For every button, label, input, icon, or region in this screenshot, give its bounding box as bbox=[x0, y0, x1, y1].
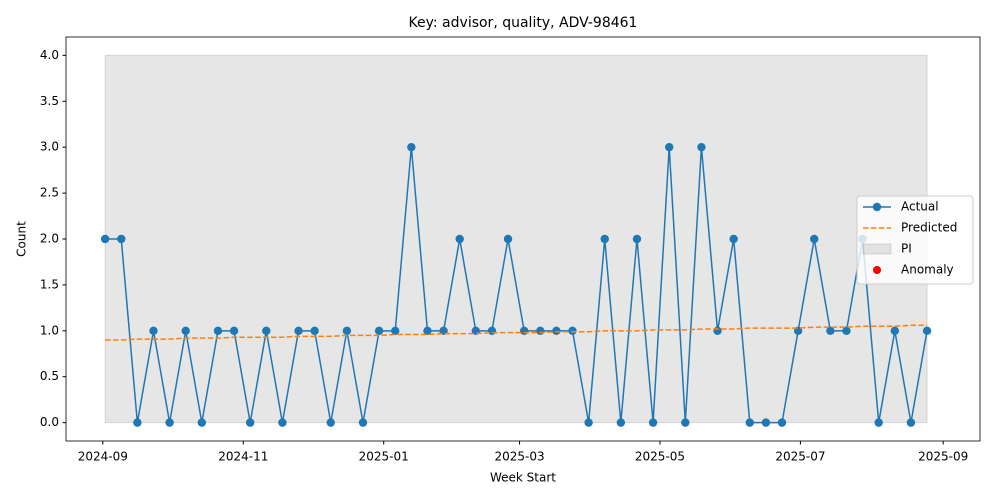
y-tick-label: 2.5 bbox=[40, 186, 59, 200]
actual-point bbox=[681, 418, 690, 427]
actual-point bbox=[197, 418, 207, 427]
actual-point bbox=[455, 234, 464, 244]
actual-point bbox=[310, 326, 319, 336]
actual-point bbox=[697, 142, 706, 152]
actual-point bbox=[229, 326, 239, 336]
actual-point bbox=[149, 326, 158, 336]
prediction-interval bbox=[104, 54, 928, 424]
actual-point bbox=[777, 418, 787, 427]
actual-point bbox=[245, 418, 255, 427]
actual-point bbox=[648, 418, 658, 427]
actual-point bbox=[761, 418, 771, 427]
actual-point bbox=[391, 326, 400, 336]
y-tick-label: 1.5 bbox=[40, 277, 59, 291]
actual-point bbox=[826, 326, 835, 336]
actual-point bbox=[632, 234, 642, 244]
x-axis-label: Week Start bbox=[490, 471, 556, 485]
actual-point bbox=[519, 326, 529, 336]
actual-point bbox=[810, 234, 819, 244]
actual-point bbox=[423, 326, 432, 336]
actual-point bbox=[487, 326, 497, 336]
actual-point bbox=[600, 234, 609, 244]
actual-point bbox=[616, 418, 626, 427]
actual-point bbox=[374, 326, 384, 336]
plot-area bbox=[100, 54, 932, 427]
x-tick-label: 2024-11 bbox=[218, 450, 268, 464]
x-tick-label: 2024-09 bbox=[78, 450, 128, 464]
x-tick-label: 2025-07 bbox=[775, 450, 825, 464]
actual-line bbox=[105, 147, 928, 424]
actual-point bbox=[664, 142, 674, 152]
actual-point bbox=[407, 142, 416, 152]
chart-title: Key: advisor, quality, ADV-98461 bbox=[409, 15, 638, 31]
actual-point bbox=[842, 326, 851, 336]
x-tick-label: 2025-03 bbox=[494, 450, 544, 464]
actual-point bbox=[568, 326, 577, 336]
x-tick-label: 2025-01 bbox=[359, 450, 409, 464]
actual-point bbox=[713, 326, 722, 336]
actual-point bbox=[552, 326, 561, 336]
actual-point bbox=[745, 418, 754, 427]
actual-point bbox=[326, 418, 335, 427]
y-tick-label: 0.0 bbox=[40, 415, 59, 429]
legend: Actual Predicted PI Anomaly bbox=[856, 195, 974, 285]
y-tick-label: 3.5 bbox=[40, 94, 59, 108]
y-tick-label: 0.5 bbox=[40, 369, 59, 383]
actual-point bbox=[874, 418, 883, 427]
actual-point bbox=[181, 326, 190, 336]
legend-marker bbox=[873, 266, 881, 274]
actual-point bbox=[729, 234, 738, 244]
legend-label: Actual bbox=[901, 200, 939, 214]
actual-point bbox=[906, 418, 916, 427]
actual-point bbox=[503, 234, 513, 244]
y-tick-label: 4.0 bbox=[40, 48, 59, 62]
legend-marker bbox=[872, 202, 882, 212]
actual-point bbox=[100, 234, 110, 244]
y-tick-label: 1.0 bbox=[40, 323, 59, 337]
y-axis-label: Count bbox=[15, 221, 29, 257]
actual-point bbox=[165, 418, 174, 427]
actual-point bbox=[294, 326, 303, 336]
actual-point bbox=[262, 326, 271, 336]
y-tick-label: 2.0 bbox=[40, 232, 59, 246]
legend-box bbox=[856, 195, 974, 285]
actual-point bbox=[213, 326, 223, 336]
predicted-line bbox=[105, 324, 928, 341]
actual-point bbox=[278, 418, 287, 427]
x-tick-label: 2025-05 bbox=[635, 450, 685, 464]
y-tick-label: 3.0 bbox=[40, 140, 59, 154]
x-tick-label: 2025-09 bbox=[918, 450, 968, 464]
actual-point bbox=[890, 326, 900, 336]
legend-label: Predicted bbox=[901, 221, 957, 235]
actual-point bbox=[536, 326, 545, 336]
legend-label: PI bbox=[901, 242, 912, 256]
actual-point bbox=[342, 326, 352, 336]
actual-point bbox=[133, 418, 142, 427]
actual-point bbox=[117, 234, 126, 244]
legend-patch bbox=[862, 243, 892, 255]
legend-label: Anomaly bbox=[901, 263, 954, 277]
actual-point bbox=[584, 418, 593, 427]
actual-point bbox=[922, 326, 932, 336]
actual-point bbox=[358, 418, 368, 427]
